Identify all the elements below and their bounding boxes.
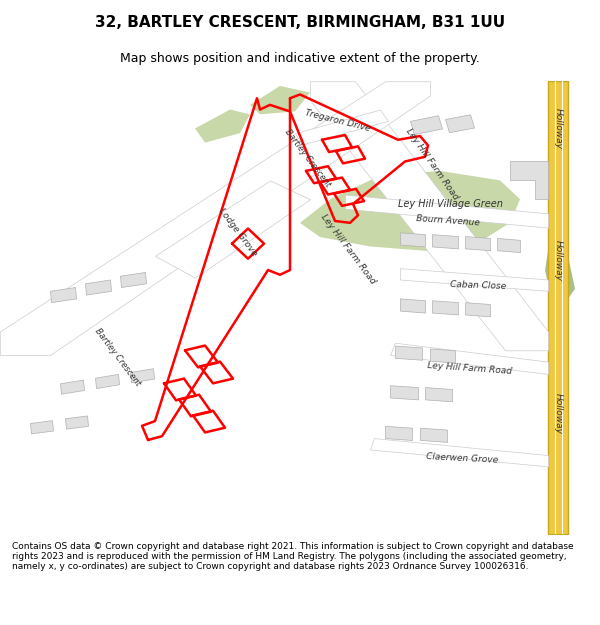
Text: Claerwen Grove: Claerwen Grove (426, 452, 498, 465)
Text: Ley Hill Farm Road: Ley Hill Farm Road (319, 213, 377, 286)
Text: Ley Hill Village Green: Ley Hill Village Green (398, 199, 502, 209)
Text: Bartley Crescent: Bartley Crescent (283, 128, 332, 189)
Text: Map shows position and indicative extent of the property.: Map shows position and indicative extent… (120, 52, 480, 65)
Text: Holloway: Holloway (554, 240, 563, 281)
Text: 32, BARTLEY CRESCENT, BIRMINGHAM, B31 1UU: 32, BARTLEY CRESCENT, BIRMINGHAM, B31 1U… (95, 15, 505, 30)
Text: Contains OS data © Crown copyright and database right 2021. This information is : Contains OS data © Crown copyright and d… (12, 542, 574, 571)
Text: Ley Hill Farm Road: Ley Hill Farm Road (404, 127, 460, 202)
Text: Bartley Crescent: Bartley Crescent (94, 326, 143, 388)
Text: Ley Hill Farm Road: Ley Hill Farm Road (427, 361, 512, 376)
Text: Holloway: Holloway (554, 393, 563, 434)
Text: Bourn Avenue: Bourn Avenue (416, 214, 480, 228)
Text: Tregaron Drive: Tregaron Drive (304, 108, 371, 133)
Text: Lodge Grove: Lodge Grove (217, 207, 259, 258)
Text: Holloway: Holloway (554, 108, 563, 149)
Text: Caban Close: Caban Close (450, 279, 506, 291)
